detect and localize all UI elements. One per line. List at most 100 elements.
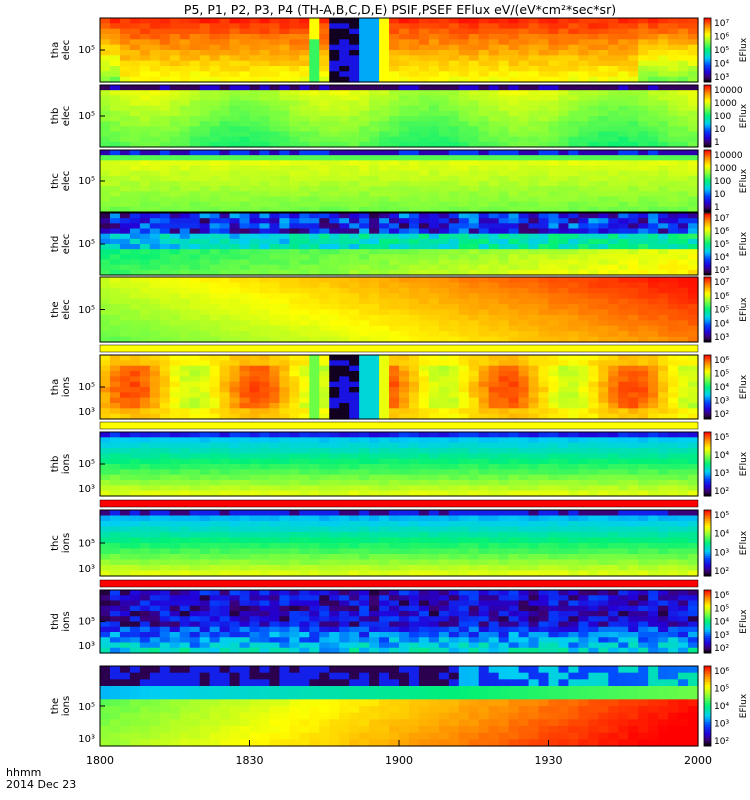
heatmap-cell [279, 325, 290, 332]
heatmap-cell [109, 175, 121, 182]
heatmap-cell [598, 131, 609, 138]
heatmap-cell [389, 50, 400, 56]
heatmap-cell [638, 116, 649, 122]
heatmap-cell [329, 100, 340, 107]
heatmap-cell [289, 453, 300, 460]
heatmap-cell [269, 355, 280, 361]
heatmap-cell [658, 39, 669, 46]
heatmap-cell [638, 165, 649, 172]
heatmap-cell [289, 360, 300, 367]
heatmap-cell [379, 331, 390, 338]
heatmap-cell [169, 165, 181, 172]
heatmap-cell [678, 365, 689, 372]
heatmap-cell [538, 264, 550, 271]
heatmap-cell [688, 23, 699, 30]
heatmap-cell [688, 254, 699, 261]
heatmap-cell [359, 293, 370, 300]
heatmap-cell [359, 269, 370, 276]
heatmap-cell [100, 116, 111, 122]
heatmap-cell [389, 413, 400, 420]
heatmap-cell [578, 218, 589, 224]
heatmap-cell [129, 121, 141, 127]
heatmap-cell [379, 238, 390, 245]
heatmap-cell [458, 105, 470, 112]
heatmap-cell [608, 105, 619, 112]
heatmap-cell [349, 34, 360, 40]
heatmap-cell [299, 18, 310, 24]
heatmap-cell [608, 223, 619, 230]
heatmap-cell [389, 181, 400, 187]
heatmap-cell [309, 264, 320, 271]
heatmap-cell [199, 397, 211, 404]
heatmap-cell [578, 85, 589, 91]
heatmap-cell [179, 469, 191, 476]
heatmap-cell [418, 233, 430, 240]
heatmap-cell [239, 381, 251, 388]
heatmap-cell [269, 60, 280, 67]
heatmap-cell [369, 206, 380, 213]
heatmap-cell [169, 464, 181, 470]
heatmap-cell [359, 206, 370, 213]
heatmap-cell [638, 126, 649, 133]
heatmap-cell [349, 282, 360, 289]
heatmap-cell [339, 360, 350, 367]
heatmap-cell [359, 191, 370, 198]
heatmap-cell [408, 381, 420, 388]
heatmap-cell [488, 293, 500, 300]
heatmap-cell [149, 233, 161, 240]
heatmap-cell [628, 39, 639, 46]
heatmap-cell [359, 464, 370, 470]
heatmap-cell [249, 249, 261, 255]
heatmap-cell [458, 309, 470, 316]
heatmap-cell [319, 141, 330, 148]
heatmap-cell [159, 325, 171, 332]
heatmap-cell [548, 34, 560, 40]
colorbar-tick-label: 10⁷ [714, 19, 729, 29]
heatmap-cell [498, 336, 510, 343]
heatmap-cell [628, 90, 639, 96]
heatmap-cell [588, 238, 599, 245]
heatmap-cell [149, 432, 161, 438]
heatmap-cell [608, 141, 619, 148]
heatmap-cell [408, 85, 420, 91]
heatmap-cell [508, 60, 520, 67]
heatmap-cell [498, 170, 510, 177]
heatmap-cell [528, 293, 540, 300]
heatmap-cell [618, 244, 629, 250]
heatmap-cell [259, 136, 271, 143]
heatmap-cell [209, 442, 221, 449]
heatmap-cell [299, 141, 310, 148]
heatmap-cell [488, 264, 500, 271]
heatmap-cell [518, 360, 530, 367]
heatmap-cell [379, 277, 390, 284]
heatmap-cell [658, 150, 669, 156]
heatmap-cell [399, 264, 410, 271]
heatmap-cell [678, 50, 689, 56]
heatmap-cell [558, 254, 570, 261]
heatmap-cell [219, 121, 231, 127]
heatmap-cell [528, 186, 540, 192]
heatmap-cell [688, 223, 699, 230]
heatmap-cell [608, 397, 619, 404]
heatmap-cell [458, 325, 470, 332]
heatmap-cell [119, 320, 131, 327]
heatmap-cell [648, 371, 659, 377]
heatmap-cell [209, 293, 221, 300]
heatmap-cell [259, 480, 271, 486]
heatmap-cell [538, 116, 550, 122]
heatmap-cell [179, 218, 191, 224]
heatmap-cell [259, 244, 271, 250]
heatmap-cell [329, 408, 340, 415]
heatmap-cell [139, 381, 151, 388]
heatmap-cell [658, 233, 669, 240]
heatmap-cell [618, 155, 629, 161]
heatmap-cell [219, 371, 231, 377]
heatmap-cell [109, 277, 121, 284]
heatmap-cell [448, 136, 460, 143]
heatmap-cell [448, 293, 460, 300]
heatmap-cell [568, 50, 579, 56]
heatmap-cell [379, 254, 390, 261]
heatmap-cell [488, 206, 500, 213]
heatmap-cell [538, 201, 550, 208]
heatmap-cell [369, 131, 380, 138]
